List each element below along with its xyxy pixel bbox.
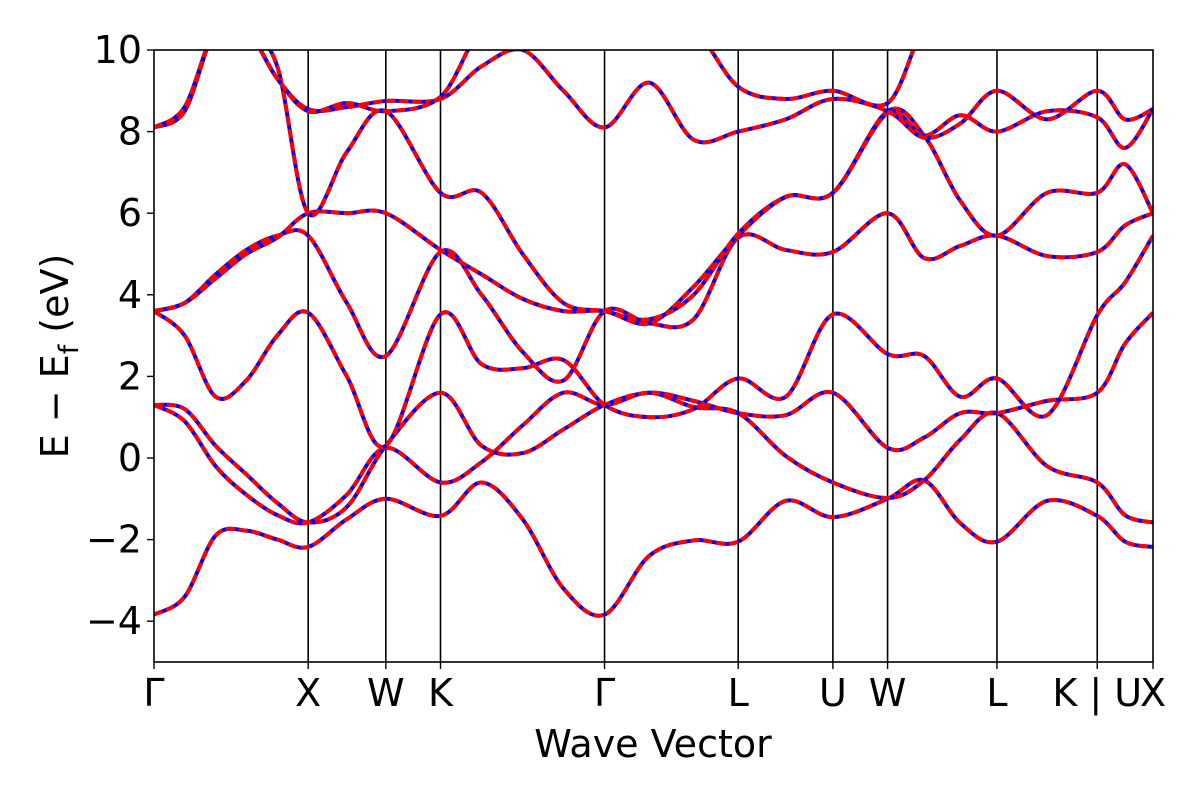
y-tick-label: 8 (118, 110, 142, 154)
band-line-red (154, 106, 1153, 327)
band-line-red (154, 50, 916, 130)
band-line-red (154, 477, 1153, 618)
y-tick-label: 0 (118, 436, 142, 480)
plot-frame (153, 49, 1154, 663)
y-tick-label: 4 (118, 273, 142, 317)
x-tick-label: W (869, 671, 907, 715)
x-tick-label: L (986, 671, 1007, 715)
y-tick-label: 10 (94, 28, 142, 72)
x-tick-label: Γ (594, 671, 615, 715)
y-axis-label-unit: (eV) (33, 254, 77, 345)
y-tick-label: 2 (118, 354, 142, 398)
y-axis-ticks: −4 −2 0 2 4 6 8 10 (86, 28, 154, 643)
y-tick-label: −2 (86, 518, 142, 562)
x-tick-label: L (728, 671, 749, 715)
kpoint-lines (307, 50, 1099, 662)
x-tick-label: X (295, 671, 321, 715)
x-tick-label: K | U (1052, 671, 1142, 716)
x-tick-label: U (819, 671, 847, 715)
y-tick-label: −4 (86, 599, 142, 643)
y-axis-label: E − Ef (eV) (33, 254, 85, 459)
y-axis-label-main: E − E (33, 354, 77, 458)
x-axis-label: Wave Vector (534, 722, 772, 766)
plot-background (154, 50, 1153, 662)
y-axis-label-subscript: f (54, 343, 85, 354)
band-line-red (154, 311, 1153, 525)
band-line-red (154, 234, 1153, 449)
x-tick-label: K (428, 671, 454, 715)
x-tick-label: W (367, 671, 405, 715)
x-tick-label: X (1140, 671, 1166, 715)
x-tick-label: Γ (143, 671, 164, 715)
band-lines (154, 50, 1153, 618)
y-tick-label: 6 (118, 191, 142, 235)
